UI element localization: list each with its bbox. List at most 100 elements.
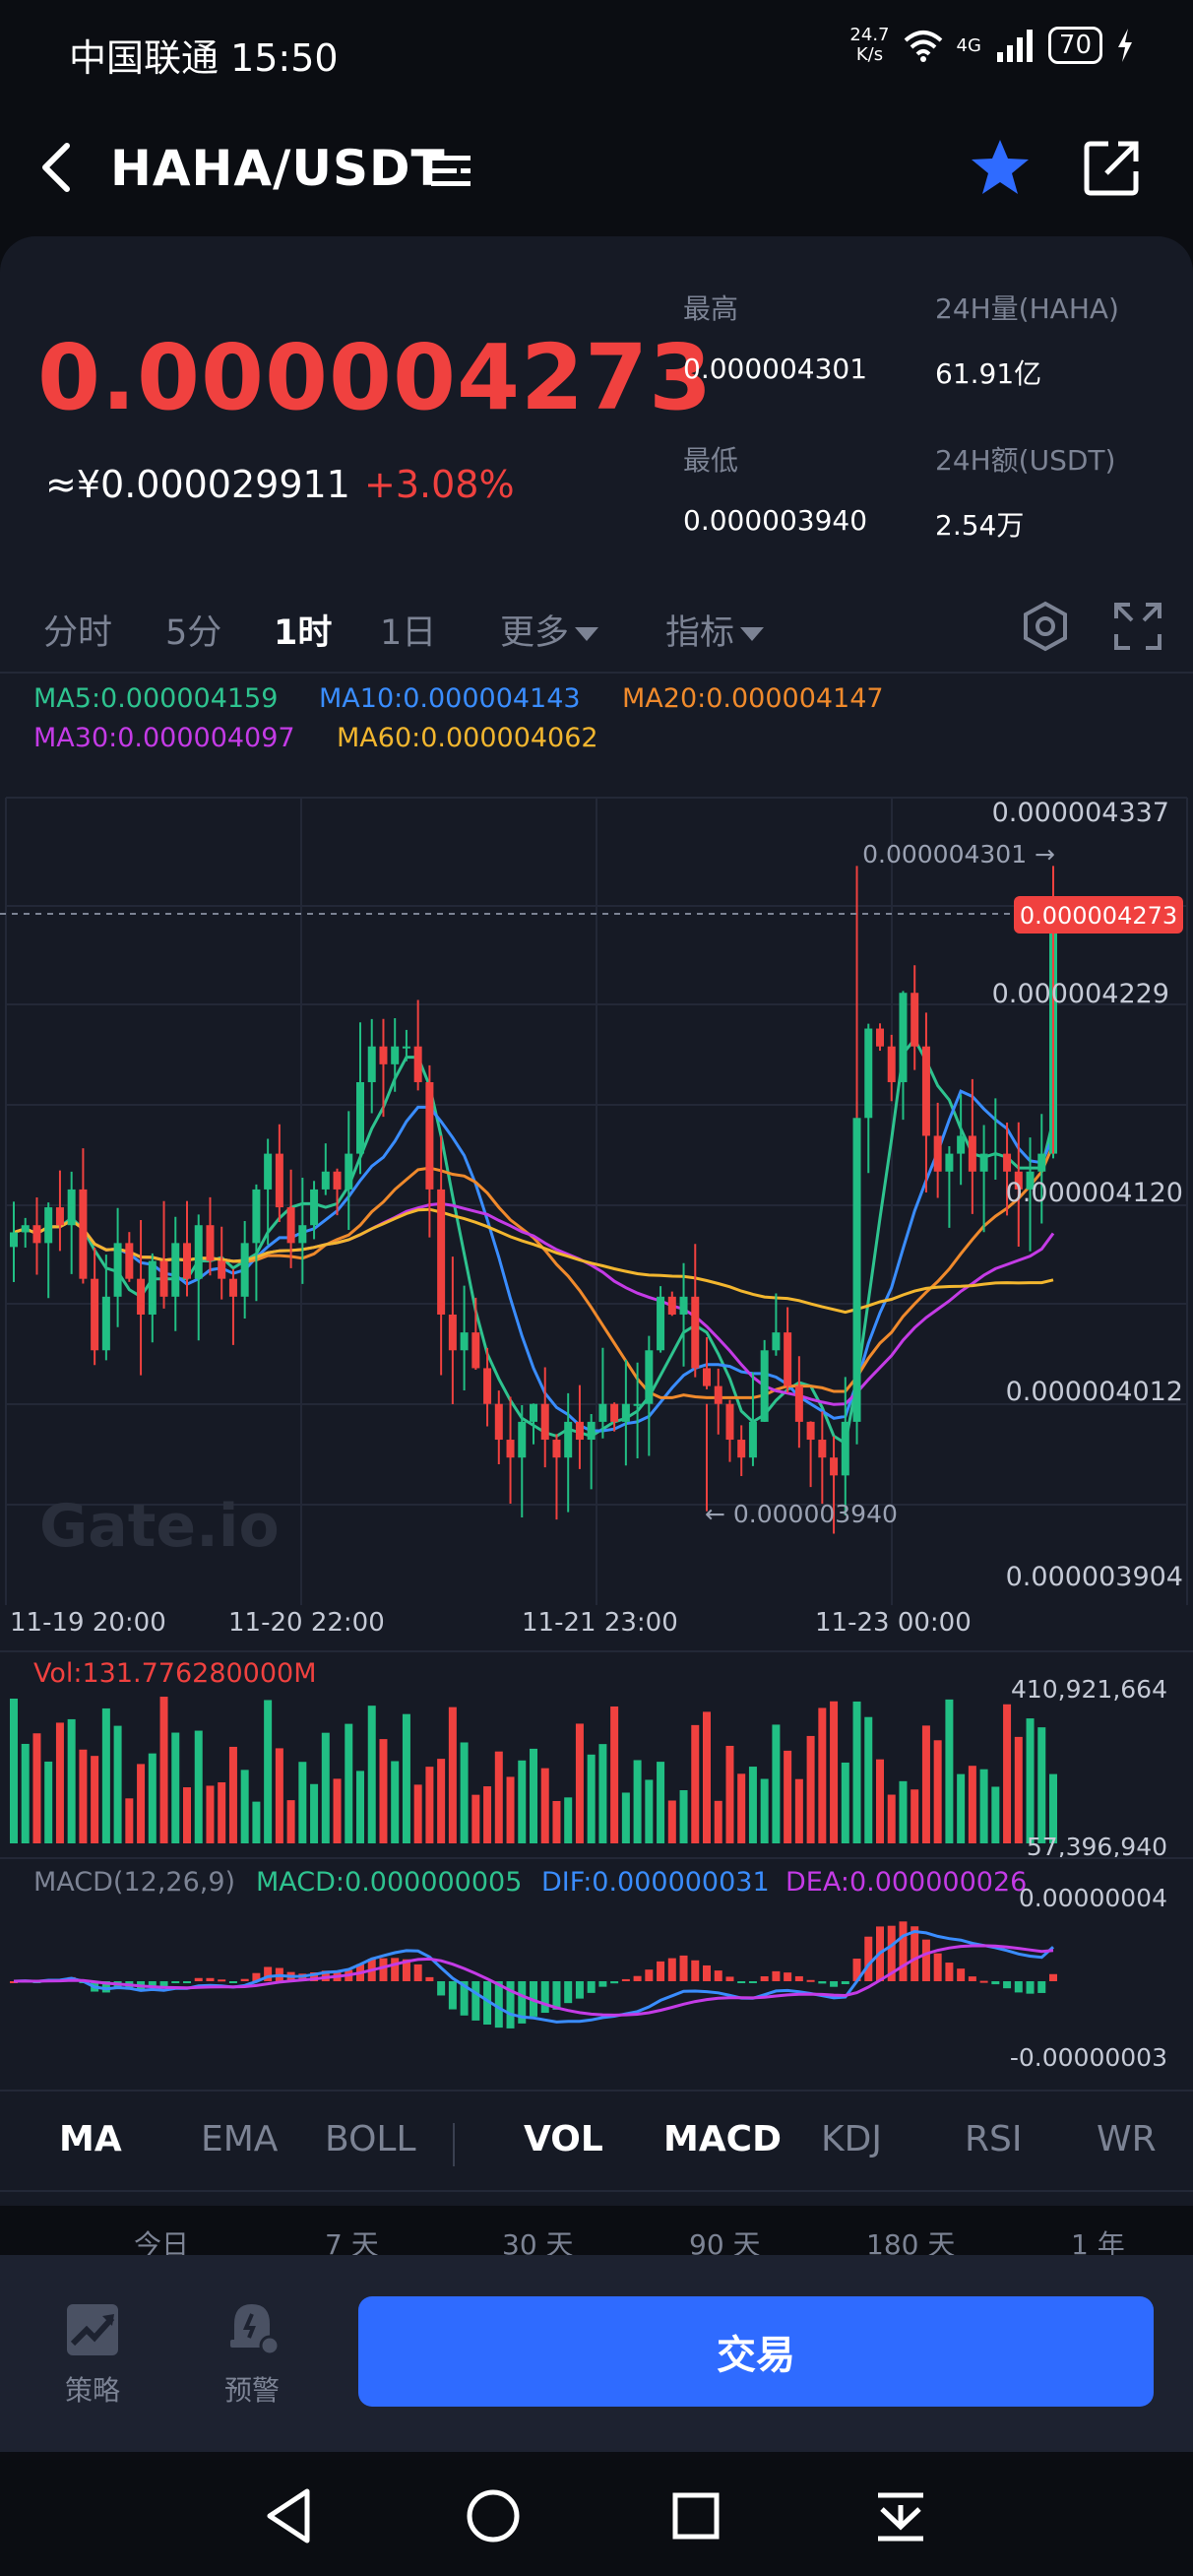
macd-bar <box>1003 1981 1012 1989</box>
macd-bar <box>772 1970 781 1981</box>
tab-1day[interactable]: 1日 <box>380 613 437 653</box>
tab-ma[interactable]: MA <box>59 2119 122 2159</box>
volume-bar <box>91 1756 99 1843</box>
macd-bar <box>171 1981 180 1983</box>
candle-body <box>657 1296 665 1351</box>
macd-bar <box>899 1921 908 1981</box>
volume-bar <box>44 1761 53 1843</box>
strategy-button[interactable]: 策略 <box>53 2300 132 2409</box>
volume-bar <box>183 1787 191 1843</box>
volume-bar <box>483 1786 492 1843</box>
ma10-legend: MA10:0.000004143 <box>319 683 581 714</box>
tab-vol[interactable]: VOL <box>524 2119 603 2159</box>
macd-bar <box>748 1981 757 1983</box>
volume-bar <box>899 1780 908 1843</box>
tab-1hour[interactable]: 1时 <box>274 613 333 653</box>
tab-more[interactable]: 更多 <box>500 605 599 655</box>
candle-body <box>10 1232 18 1248</box>
macd-bar <box>101 1981 110 1993</box>
macd-bar <box>264 1966 273 1981</box>
alert-label: 预警 <box>223 2374 280 2407</box>
status-icons: 24.7 K/s 4G 70 <box>849 26 1134 65</box>
nav-home-icon[interactable] <box>459 2481 528 2550</box>
back-icon[interactable] <box>37 138 73 197</box>
candle-body <box>448 1314 457 1351</box>
volume-chart[interactable]: Vol:131.776280000M 410,921,664 57,396,94… <box>0 1652 1193 1859</box>
favorite-star-icon[interactable] <box>969 136 1032 199</box>
share-icon[interactable] <box>1083 138 1142 197</box>
candle-body <box>67 1189 76 1226</box>
macd-bar <box>737 1981 746 1983</box>
candle-body <box>425 1081 434 1190</box>
macd-bar <box>194 1977 203 1981</box>
tab-5min[interactable]: 5分 <box>165 613 222 653</box>
tab-kdj[interactable]: KDJ <box>821 2119 882 2159</box>
macd-bar <box>540 1981 549 2014</box>
candle-body <box>530 1403 537 1422</box>
volume-24h-value: 61.91亿 <box>935 357 1042 390</box>
candle-body <box>806 1421 815 1441</box>
macd-bar <box>841 1981 849 1985</box>
volume-bar <box>298 1762 307 1843</box>
candle-body <box>228 1278 237 1297</box>
candle-body <box>494 1403 503 1441</box>
volume-bar <box>194 1730 203 1843</box>
macd-bar <box>621 1978 630 1981</box>
candle-body <box>772 1332 781 1351</box>
tab-timeshare[interactable]: 分时 <box>43 613 113 653</box>
periods-divider <box>0 2190 1193 2192</box>
ma20-legend: MA20:0.000004147 <box>622 683 884 714</box>
nav-notifications-icon[interactable] <box>866 2481 935 2550</box>
macd-bar <box>610 1981 619 1984</box>
candle-body <box>21 1225 30 1233</box>
tab-boll[interactable]: BOLL <box>325 2119 416 2159</box>
tab-ema[interactable]: EMA <box>201 2119 279 2159</box>
fullscreen-icon[interactable] <box>1112 601 1163 652</box>
candlestick-chart[interactable]: Gate.io 0.000004273 0.000004301 → ← 0.00… <box>0 788 1193 1654</box>
ma5-line <box>13 1036 1055 1447</box>
current-price-tag <box>1014 896 1183 934</box>
volume-bar <box>737 1773 746 1843</box>
trade-button[interactable]: 交易 <box>358 2296 1154 2407</box>
candle-body <box>91 1278 99 1351</box>
volume-bar <box>598 1744 607 1843</box>
volume-bar <box>218 1781 226 1843</box>
volume-bar <box>540 1768 549 1843</box>
candle-body <box>633 1403 642 1406</box>
volume-bar <box>979 1769 988 1843</box>
volume-bar <box>852 1701 861 1843</box>
candle-body <box>356 1081 364 1154</box>
chart-settings-icon[interactable] <box>1020 601 1071 652</box>
tab-macd[interactable]: MACD <box>663 2119 782 2159</box>
candle-body <box>714 1385 722 1404</box>
volume-bar <box>657 1762 665 1843</box>
volume-bar <box>818 1707 827 1843</box>
candle-body <box>945 1153 954 1172</box>
volume-max-label: 410,921,664 <box>1011 1675 1167 1704</box>
volume-bar <box>921 1725 930 1843</box>
candle-body <box>101 1296 110 1351</box>
candle-body <box>286 1207 295 1244</box>
nav-recents-icon[interactable] <box>661 2481 730 2550</box>
volume-bar <box>494 1751 503 1843</box>
candle-body <box>321 1171 330 1190</box>
tab-wr[interactable]: WR <box>1097 2119 1157 2159</box>
macd-chart[interactable]: MACD(12,26,9) MACD:0.000000005 DIF:0.000… <box>0 1859 1193 2078</box>
pair-list-icon[interactable] <box>429 150 472 193</box>
pair-title[interactable]: HAHA/USDT <box>110 140 446 197</box>
volume-bar <box>286 1800 295 1843</box>
volume-bar <box>945 1699 954 1843</box>
candle-body <box>333 1171 342 1190</box>
candle-body <box>552 1440 561 1458</box>
nav-back-icon[interactable] <box>256 2481 325 2550</box>
volume-bar <box>679 1790 688 1843</box>
candle-body <box>310 1189 319 1226</box>
macd-bar <box>979 1980 988 1983</box>
macd-bar <box>460 1981 469 2016</box>
tab-indicators[interactable]: 指标 <box>665 605 765 655</box>
alert-button[interactable]: 预警 <box>213 2300 291 2409</box>
macd-bar <box>252 1972 261 1981</box>
candle-body <box>367 1046 376 1082</box>
amount-24h-value: 2.54万 <box>935 509 1025 542</box>
tab-rsi[interactable]: RSI <box>965 2119 1023 2159</box>
